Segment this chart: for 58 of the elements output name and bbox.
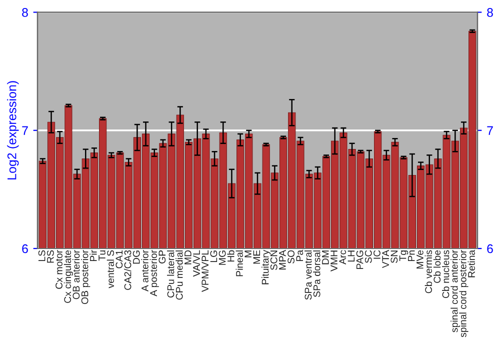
x-tick-label: OB anterior [72, 250, 80, 300]
x-tick-label: spinal cord posterior [459, 250, 468, 338]
x-tick-label: SN [390, 250, 398, 263]
x-tick-label: MVe [416, 250, 424, 269]
x-tick-label: RS [46, 250, 54, 263]
x-tick-label: A posterior [150, 250, 159, 296]
x-tick-label: ventral S [106, 250, 114, 288]
x-tick-label: ME [253, 250, 260, 264]
x-tick-label: spinal cord anterior [450, 250, 460, 332]
x-tick-label: SPa ventral [304, 250, 312, 300]
x-tick-label: Pineal [236, 250, 243, 276]
x-tick-label: Cb nucleus [442, 250, 450, 298]
x-tick-label: LS [38, 250, 46, 261]
x-tick-label: Retina [468, 250, 475, 278]
x-tick-label: Tu [98, 250, 106, 261]
x-tick-label: Arc [339, 250, 346, 264]
x-tick-label: Pa [296, 250, 304, 261]
x-tick-label: IC [374, 250, 380, 259]
x-tick-label: SCN [270, 250, 278, 270]
y2-tick-label: 6 [487, 244, 493, 254]
x-tick-label: Pir [90, 250, 97, 261]
x-tick-label: DG [132, 250, 140, 264]
x-tick-label: VTA [382, 250, 389, 268]
y-axis-title: Log2 (expression) [7, 81, 19, 180]
x-tick-label: A anterior [141, 250, 148, 292]
y-tick-label: 6 [22, 244, 28, 254]
x-tick-label: Pituitary [262, 250, 271, 284]
x-tick-label: MD [184, 250, 192, 264]
y-tick-label: 7 [22, 126, 28, 135]
x-tick-label: SC [364, 250, 372, 263]
x-tick-label: Cx motor [56, 250, 62, 289]
x-tick-label: Tg [399, 250, 408, 262]
x-tick-label: Cb lobe [433, 250, 441, 283]
x-tick-label: CA1 [116, 250, 123, 268]
x-tick-label: SO [288, 250, 294, 264]
x-tick-label: PAG [356, 250, 364, 269]
x-tick-label: MG [218, 250, 226, 265]
x-tick-label: M [244, 250, 252, 258]
x-tick-label: VA/VL [192, 250, 200, 277]
y-tick-label: 8 [22, 8, 28, 17]
x-tick-label: Hb [227, 250, 234, 262]
x-tick-label: SPa dorsal [313, 250, 320, 297]
x-tick-label: CPu medial [176, 250, 183, 300]
x-tick-label: OB posterior [81, 250, 90, 304]
x-tick-label: Cb vermis [424, 250, 432, 294]
x-tick-label: VMH [330, 250, 338, 272]
y2-tick-label: 8 [487, 8, 493, 17]
x-tick-label: DM [322, 250, 329, 264]
x-tick-label: MPA [279, 250, 286, 270]
x-tick-label: LH [348, 250, 355, 262]
x-tick-label: LG [210, 250, 218, 262]
x-tick-label: Cx cingulate [64, 250, 73, 303]
x-tick-label: VPM/VPL [201, 250, 209, 292]
x-tick-label: Pn [408, 250, 415, 261]
y2-tick-label: 7 [487, 126, 493, 135]
x-tick-label: CA2/CA3 [124, 250, 132, 290]
x-tick-label: CPu lateral [167, 250, 174, 298]
x-tick-label: GP [158, 250, 166, 264]
